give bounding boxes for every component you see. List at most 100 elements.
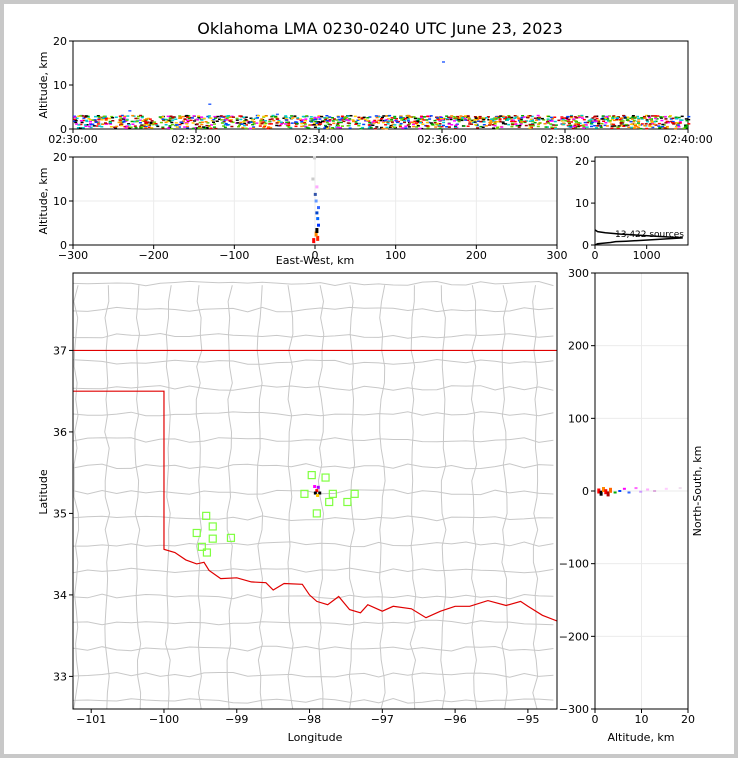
time-height-source <box>367 124 371 126</box>
time-height-source <box>612 123 616 126</box>
time-height-source <box>260 122 264 125</box>
time-height-source <box>436 122 439 125</box>
time-height-source <box>496 126 500 128</box>
time-height-source <box>226 116 230 118</box>
time-height-source <box>669 118 673 120</box>
time-height-source <box>528 123 532 126</box>
lma-station-marker <box>307 471 316 480</box>
time-height-source <box>357 116 361 119</box>
time-height-source <box>461 117 465 119</box>
histogram-ytick-label: 20 <box>575 155 589 168</box>
time-height-source <box>255 122 259 124</box>
time-height-source <box>384 124 388 126</box>
time-height-source <box>491 124 495 126</box>
time-height-source <box>507 118 511 120</box>
time-height-source <box>91 119 95 121</box>
time-height-source <box>325 121 329 124</box>
time-height-source <box>367 127 371 129</box>
time-height-source <box>104 123 108 125</box>
time-height-source <box>570 116 574 119</box>
time-height-source <box>284 117 288 120</box>
time-height-source <box>174 124 178 126</box>
county-line <box>134 285 142 709</box>
time-height-source <box>564 120 568 122</box>
time-height-source <box>665 125 669 128</box>
time-height-source <box>649 125 653 128</box>
ew-height-source <box>316 235 320 241</box>
time-height-source <box>139 119 143 121</box>
time-height-source <box>287 126 291 128</box>
time-height-source <box>193 120 197 122</box>
time-height-source <box>390 117 394 119</box>
time-height-xtick-label: 02:38:00 <box>540 133 589 146</box>
time-height-source <box>317 121 321 123</box>
time-height-source <box>623 124 627 127</box>
ns-height-source <box>664 487 668 490</box>
county-line <box>440 285 447 709</box>
time-height-source <box>640 123 644 125</box>
time-height-source <box>440 116 443 119</box>
time-height-source <box>449 117 453 120</box>
time-height-source <box>210 119 214 122</box>
time-height-source <box>81 115 85 117</box>
time-height-source <box>109 126 113 128</box>
oklahoma-state-border <box>73 349 557 622</box>
time-height-source <box>445 115 449 117</box>
time-height-source <box>399 115 403 117</box>
lma-station-marker <box>197 542 206 551</box>
time-height-source <box>632 119 636 122</box>
time-height-source <box>646 120 650 123</box>
time-height-source <box>93 119 97 121</box>
time-height-source <box>484 125 488 127</box>
time-height-source <box>87 125 91 128</box>
time-height-source <box>275 124 279 127</box>
time-height-source <box>600 122 604 125</box>
time-height-source <box>629 120 633 123</box>
time-height-source <box>197 115 201 117</box>
time-height-source <box>446 118 449 121</box>
time-height-source <box>435 117 439 119</box>
time-height-source <box>597 125 601 127</box>
time-height-source <box>249 117 253 119</box>
time-height-source <box>230 115 234 118</box>
time-height-source <box>622 114 626 117</box>
county-line <box>470 285 478 709</box>
time-height-source <box>84 119 88 122</box>
time-height-source <box>488 124 491 126</box>
time-height-source <box>482 117 485 119</box>
time-height-source <box>507 116 511 118</box>
ns-height-ytick-label: −300 <box>559 703 589 716</box>
time-height-source <box>390 118 394 121</box>
time-height-source <box>531 119 534 122</box>
time-height-source <box>223 115 226 118</box>
time-height-source <box>553 120 557 123</box>
time-height-source <box>450 115 454 117</box>
histogram-ytick-label: 10 <box>575 197 589 210</box>
time-height-source <box>492 120 496 122</box>
time-height-source <box>537 118 541 121</box>
ew-height-source <box>315 185 319 189</box>
time-height-source <box>582 127 586 129</box>
county-line <box>73 541 554 548</box>
time-height-xtick-label: 02:36:00 <box>417 133 466 146</box>
time-height-xtick-label: 02:32:00 <box>171 133 220 146</box>
county-boundaries <box>73 280 554 709</box>
time-height-source <box>401 127 405 129</box>
time-height-source <box>581 117 584 119</box>
time-height-source <box>77 124 81 126</box>
time-height-source <box>594 127 598 129</box>
time-height-source <box>223 123 227 126</box>
time-height-source <box>601 115 605 117</box>
time-height-source <box>553 126 557 129</box>
time-height-source <box>567 125 571 128</box>
time-height-source <box>300 120 304 123</box>
time-height-source <box>466 115 470 117</box>
time-height-source <box>650 120 654 122</box>
time-height-source <box>168 125 172 127</box>
time-height-source <box>237 126 240 128</box>
time-height-source <box>674 127 678 130</box>
time-height-source <box>313 117 317 119</box>
time-height-source <box>260 118 264 120</box>
time-height-source <box>387 118 391 120</box>
time-height-source <box>75 117 79 120</box>
